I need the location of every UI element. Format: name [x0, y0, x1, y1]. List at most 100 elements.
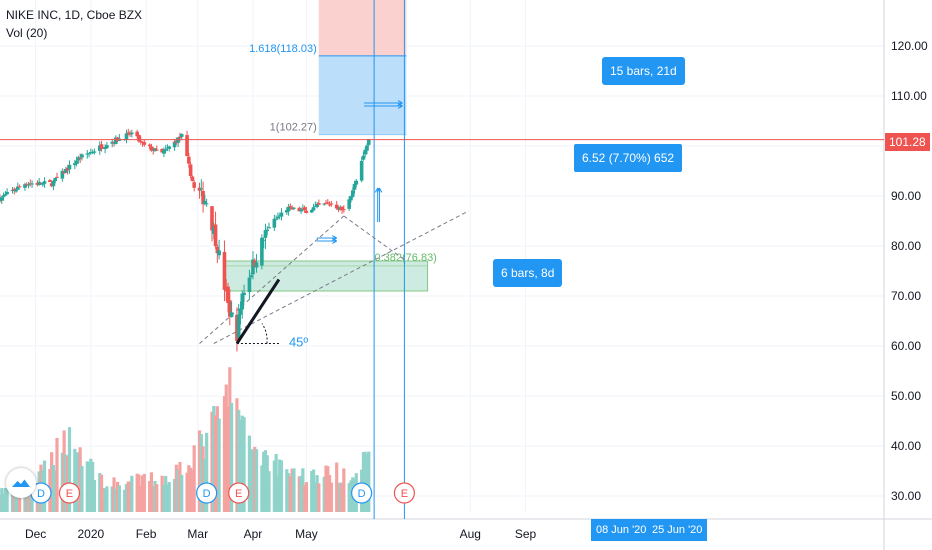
volume-bar [197, 430, 202, 512]
candle-body [254, 262, 259, 268]
bars-range-label-long[interactable]: 15 bars, 21d [602, 57, 685, 85]
tradingview-logo-icon[interactable] [6, 468, 36, 498]
volume-bar [276, 476, 280, 512]
volume-indicator-label[interactable]: Vol (20) [6, 26, 48, 40]
volume-bar [78, 447, 82, 512]
date-axis-tag-end: 25 Jun '20 [647, 519, 708, 541]
candle-body [137, 134, 141, 142]
candle-body [138, 140, 143, 142]
candle-body [80, 154, 84, 158]
candle-body [288, 206, 293, 208]
volume-bar [215, 406, 219, 512]
volume-bar [235, 398, 239, 512]
candle-body [149, 146, 154, 151]
volume-bar [301, 468, 305, 512]
volume-bar [279, 460, 284, 512]
chart-legend: NIKE INC, 1D, Cboe BZX Vol (20) [6, 6, 142, 42]
candle-body [210, 206, 214, 231]
volume-bar [338, 482, 342, 512]
angle-line [235, 278, 281, 345]
candle-body [162, 150, 166, 154]
volume-bar [190, 469, 195, 512]
y-tick-label: 50.00 [891, 389, 921, 403]
candle-body [274, 218, 278, 220]
volume-bar [25, 487, 29, 512]
volume-bar [287, 473, 291, 512]
candle-body [172, 141, 177, 148]
volume-bar [342, 468, 346, 512]
candle-body [105, 145, 109, 149]
bars-range-arrow-head [397, 100, 403, 106]
event-marker-letter: E [401, 488, 408, 500]
trendline-dashed [213, 210, 469, 344]
candle-body [176, 137, 180, 143]
volume-bar [114, 488, 118, 512]
volume-bar [85, 461, 89, 512]
volume-bar [73, 448, 77, 512]
event-marker-letter: D [37, 488, 45, 500]
fib-level-label: 0.382(76.83) [374, 252, 436, 264]
volume-bar [151, 486, 155, 512]
volume-bar [228, 367, 232, 512]
volume-bar [16, 490, 20, 512]
volume-bar [347, 483, 351, 512]
volume-bar [212, 406, 216, 512]
volume-bar [324, 465, 328, 512]
candle-body [5, 191, 9, 195]
price-measure-label[interactable]: 6.52 (7.70%) 652 [574, 144, 683, 172]
candle-body [187, 156, 191, 164]
earnings-marker-icon [228, 482, 250, 504]
event-marker-letter: E [235, 488, 242, 500]
volume-bar [55, 437, 59, 512]
volume-bar [149, 472, 154, 512]
candle-body [17, 186, 22, 188]
candle-body [350, 190, 355, 197]
dividend-marker-icon [351, 482, 373, 504]
volume-bar [327, 474, 332, 512]
x-tick-label: Apr [244, 527, 263, 541]
volume-bar [222, 396, 227, 512]
candle-body [14, 189, 18, 192]
volume-bar [361, 451, 366, 512]
candle-body [317, 203, 321, 205]
volume-bar [117, 485, 121, 512]
volume-bar [313, 482, 317, 512]
candle-body [342, 209, 346, 211]
volume-bar [224, 384, 228, 512]
volume-bar [274, 454, 278, 512]
volume-bar [265, 455, 269, 512]
volume-bar [172, 478, 177, 512]
volume-bar [304, 482, 309, 512]
candle-body [204, 203, 209, 205]
volume-bar [75, 452, 79, 512]
event-marker-letter: D [203, 488, 211, 500]
candle-body [192, 182, 196, 188]
volume-bar [205, 432, 209, 512]
volume-bar [367, 451, 371, 512]
candle-body [222, 251, 227, 290]
fib-level-label: 1.618(118.03) [249, 43, 317, 55]
candle-body [299, 209, 303, 212]
volume-bar [299, 475, 303, 512]
volume-bar [142, 473, 146, 512]
symbol-title[interactable]: NIKE INC, 1D, Cboe BZX [6, 8, 143, 22]
volume-bar [365, 453, 369, 512]
x-tick-label: Mar [187, 527, 208, 541]
candle-body [365, 145, 369, 151]
bars-range-label-short[interactable]: 6 bars, 8d [493, 259, 563, 287]
volume-bar [92, 479, 97, 512]
volume-bar [99, 474, 104, 512]
bars-range-arrow-head [397, 103, 403, 109]
earnings-marker-icon [58, 482, 81, 504]
candle-body [226, 286, 230, 304]
candle-body [53, 178, 58, 182]
volume-bar [124, 484, 129, 512]
y-tick-label: 30.00 [891, 489, 921, 503]
volume-bar [210, 411, 214, 512]
candle-body [329, 203, 334, 205]
y-tick-label: 110.00 [891, 89, 927, 103]
candle-body [190, 176, 195, 182]
candle-body [60, 170, 65, 179]
volume-bar [53, 470, 57, 512]
